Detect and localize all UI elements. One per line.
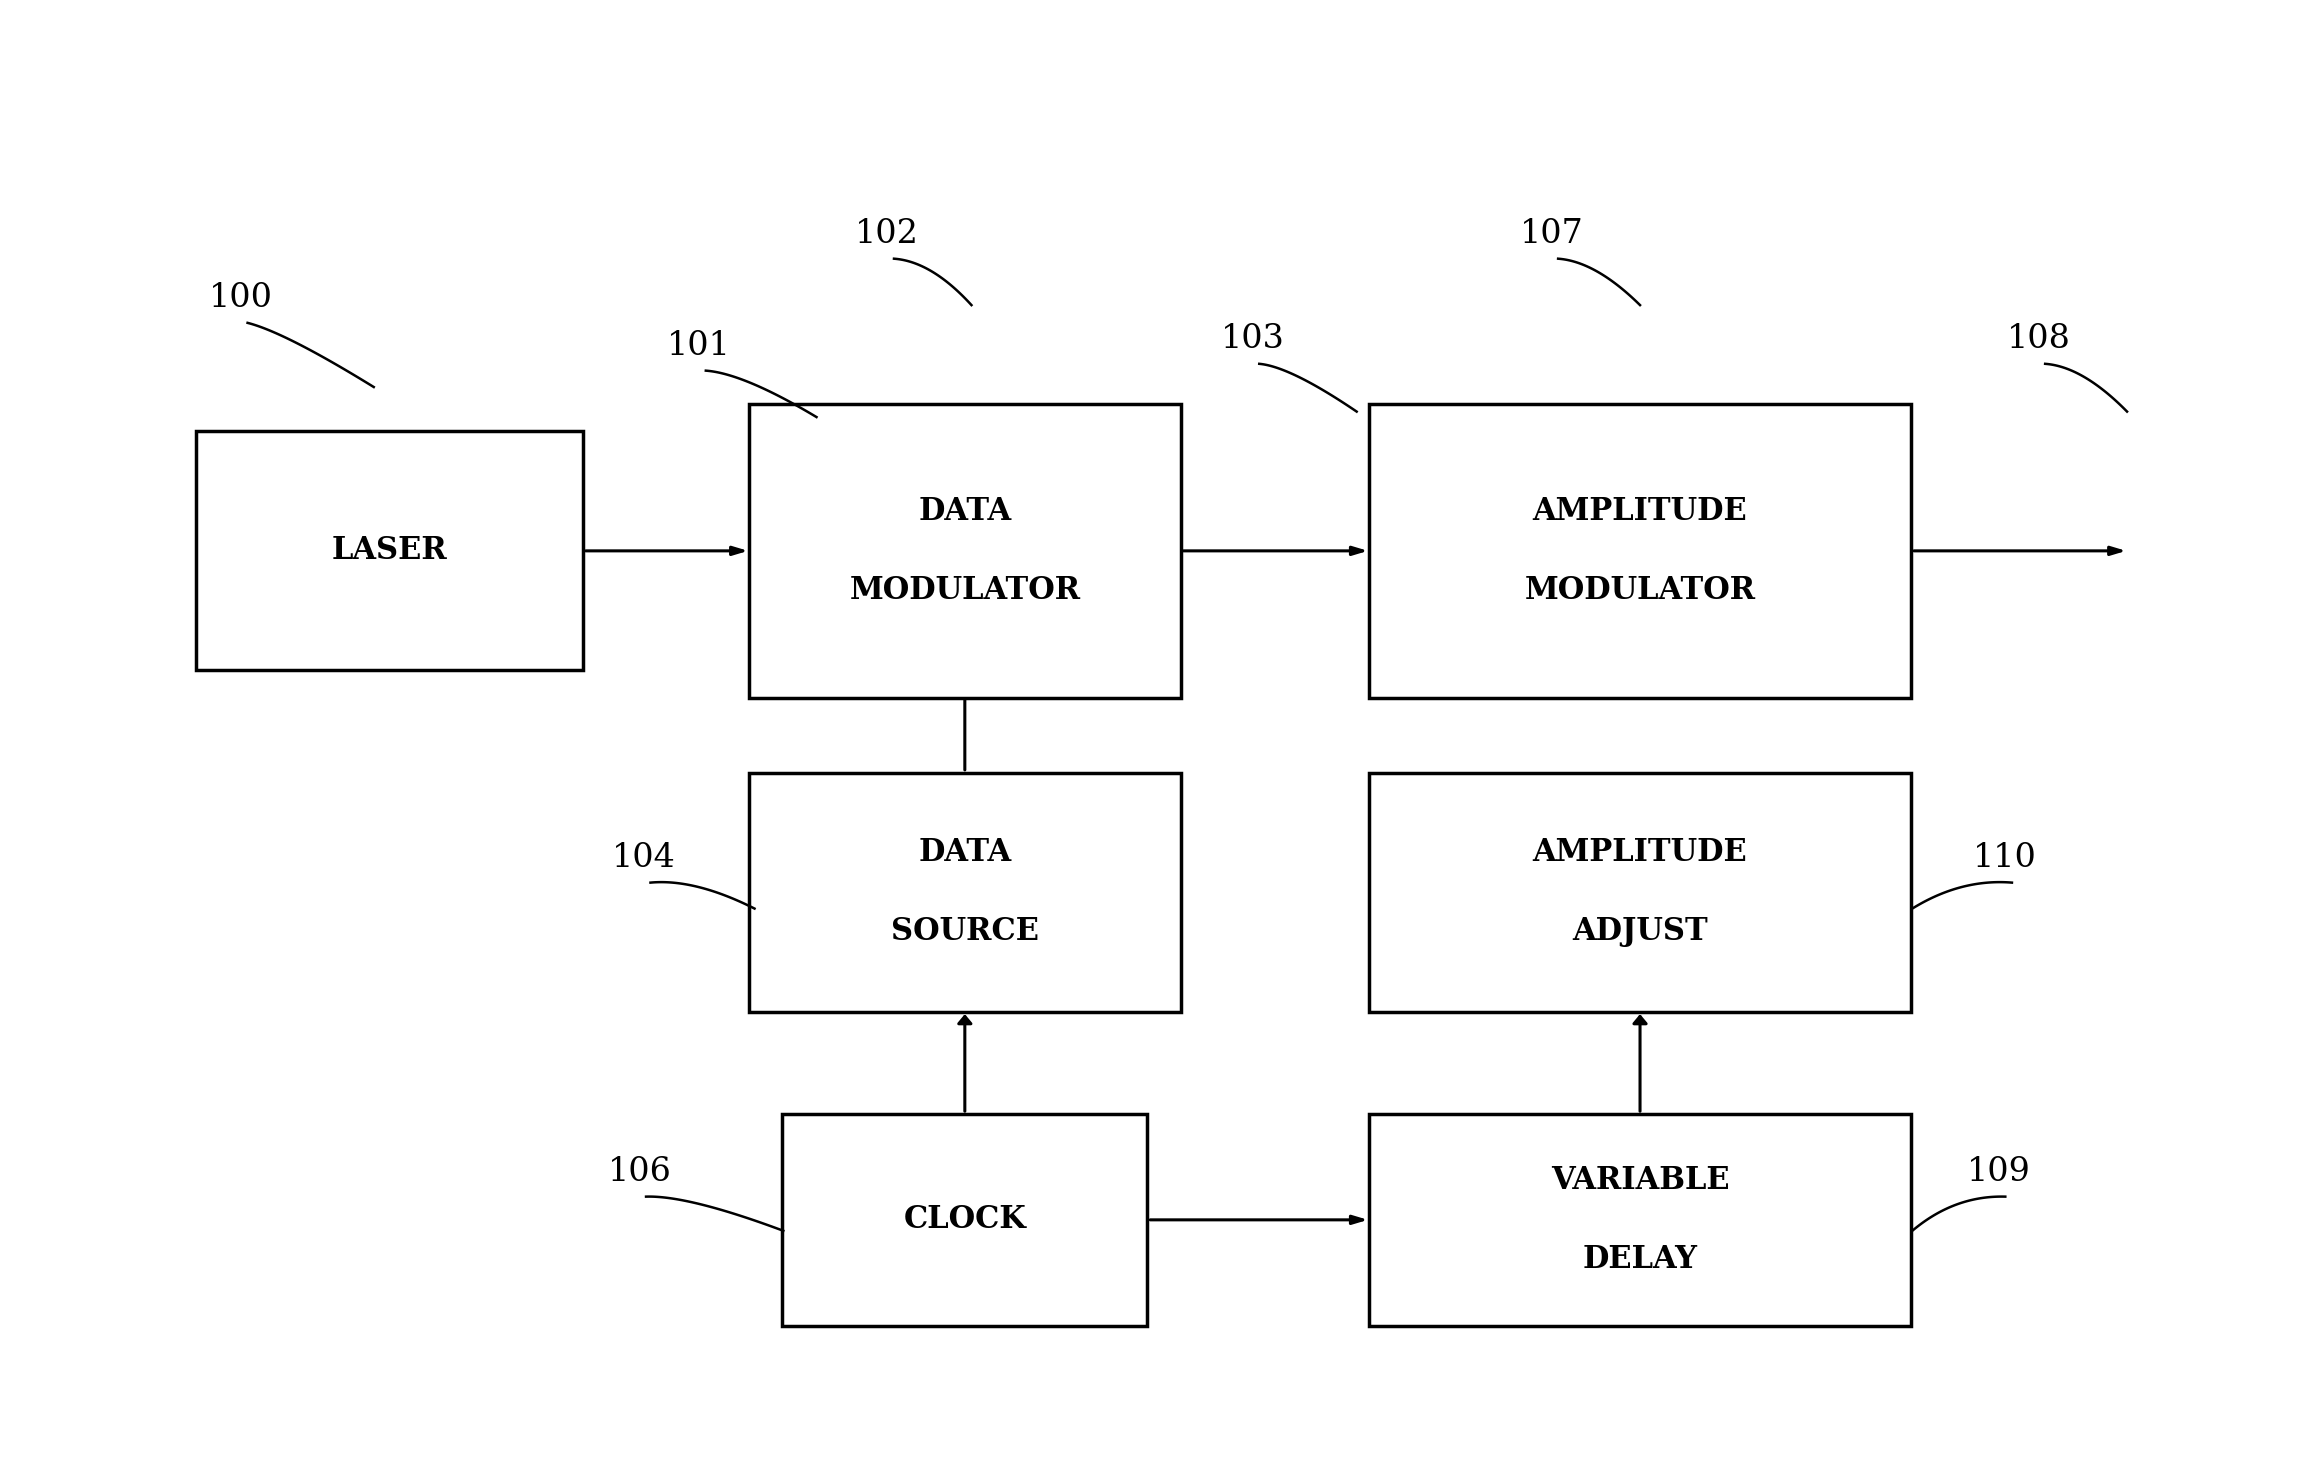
Text: 109: 109	[1967, 1156, 2032, 1189]
Bar	[749, 773, 1181, 1012]
Bar	[1370, 773, 1912, 1012]
Text: 106: 106	[606, 1156, 671, 1189]
Text: AMPLITUDE: AMPLITUDE	[1533, 496, 1748, 527]
Text: 104: 104	[611, 841, 676, 874]
Text: 108: 108	[2006, 324, 2071, 355]
Bar	[196, 432, 583, 671]
Text: MODULATOR: MODULATOR	[849, 574, 1082, 605]
Text: CLOCK: CLOCK	[904, 1205, 1026, 1235]
Text: 101: 101	[666, 329, 731, 362]
Bar	[1370, 1114, 1912, 1325]
Text: 102: 102	[856, 218, 920, 251]
Text: AMPLITUDE: AMPLITUDE	[1533, 837, 1748, 868]
Text: 100: 100	[210, 282, 272, 315]
Text: MODULATOR: MODULATOR	[1524, 574, 1755, 605]
Text: DATA: DATA	[918, 496, 1012, 527]
Text: 107: 107	[1520, 218, 1584, 251]
Text: DATA: DATA	[918, 837, 1012, 868]
Bar	[749, 404, 1181, 697]
Text: VARIABLE: VARIABLE	[1550, 1165, 1730, 1196]
Text: SOURCE: SOURCE	[890, 916, 1038, 947]
Bar	[1370, 404, 1912, 697]
Text: 110: 110	[1974, 841, 2036, 874]
Text: 103: 103	[1220, 324, 1284, 355]
Text: DELAY: DELAY	[1582, 1244, 1697, 1275]
Bar	[782, 1114, 1148, 1325]
Text: LASER: LASER	[332, 536, 447, 567]
Text: ADJUST: ADJUST	[1573, 916, 1709, 947]
